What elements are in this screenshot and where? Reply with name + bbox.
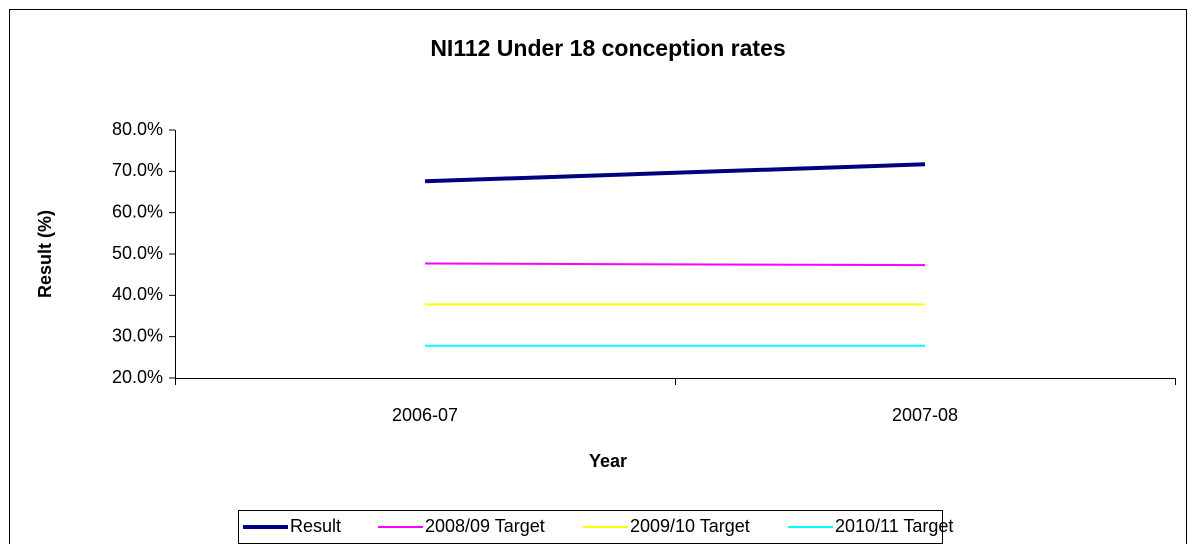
legend-label: 2009/10 Target	[630, 516, 750, 536]
y-tick-label: 60.0%	[112, 201, 163, 221]
y-tick-label: 20.0%	[112, 367, 163, 387]
legend-label: 2008/09 Target	[425, 516, 545, 536]
x-tick-label: 2006-07	[392, 405, 458, 425]
y-axis-label: Result (%)	[35, 210, 55, 298]
legend-label: 2010/11 Target	[835, 516, 953, 536]
y-tick-label: 40.0%	[112, 284, 163, 304]
x-axis-label: Year	[589, 451, 627, 471]
chart-title: NI112 Under 18 conception rates	[430, 35, 785, 61]
x-tick-label: 2007-08	[892, 405, 958, 425]
y-tick-label: 30.0%	[112, 325, 163, 345]
legend-label: Result	[290, 516, 341, 536]
chart-border	[9, 9, 1187, 544]
y-tick-label: 70.0%	[112, 160, 163, 180]
series-line	[424, 162, 926, 184]
series-line	[424, 262, 926, 267]
y-tick-label: 80.0%	[112, 119, 163, 139]
y-tick-label: 50.0%	[112, 243, 163, 263]
